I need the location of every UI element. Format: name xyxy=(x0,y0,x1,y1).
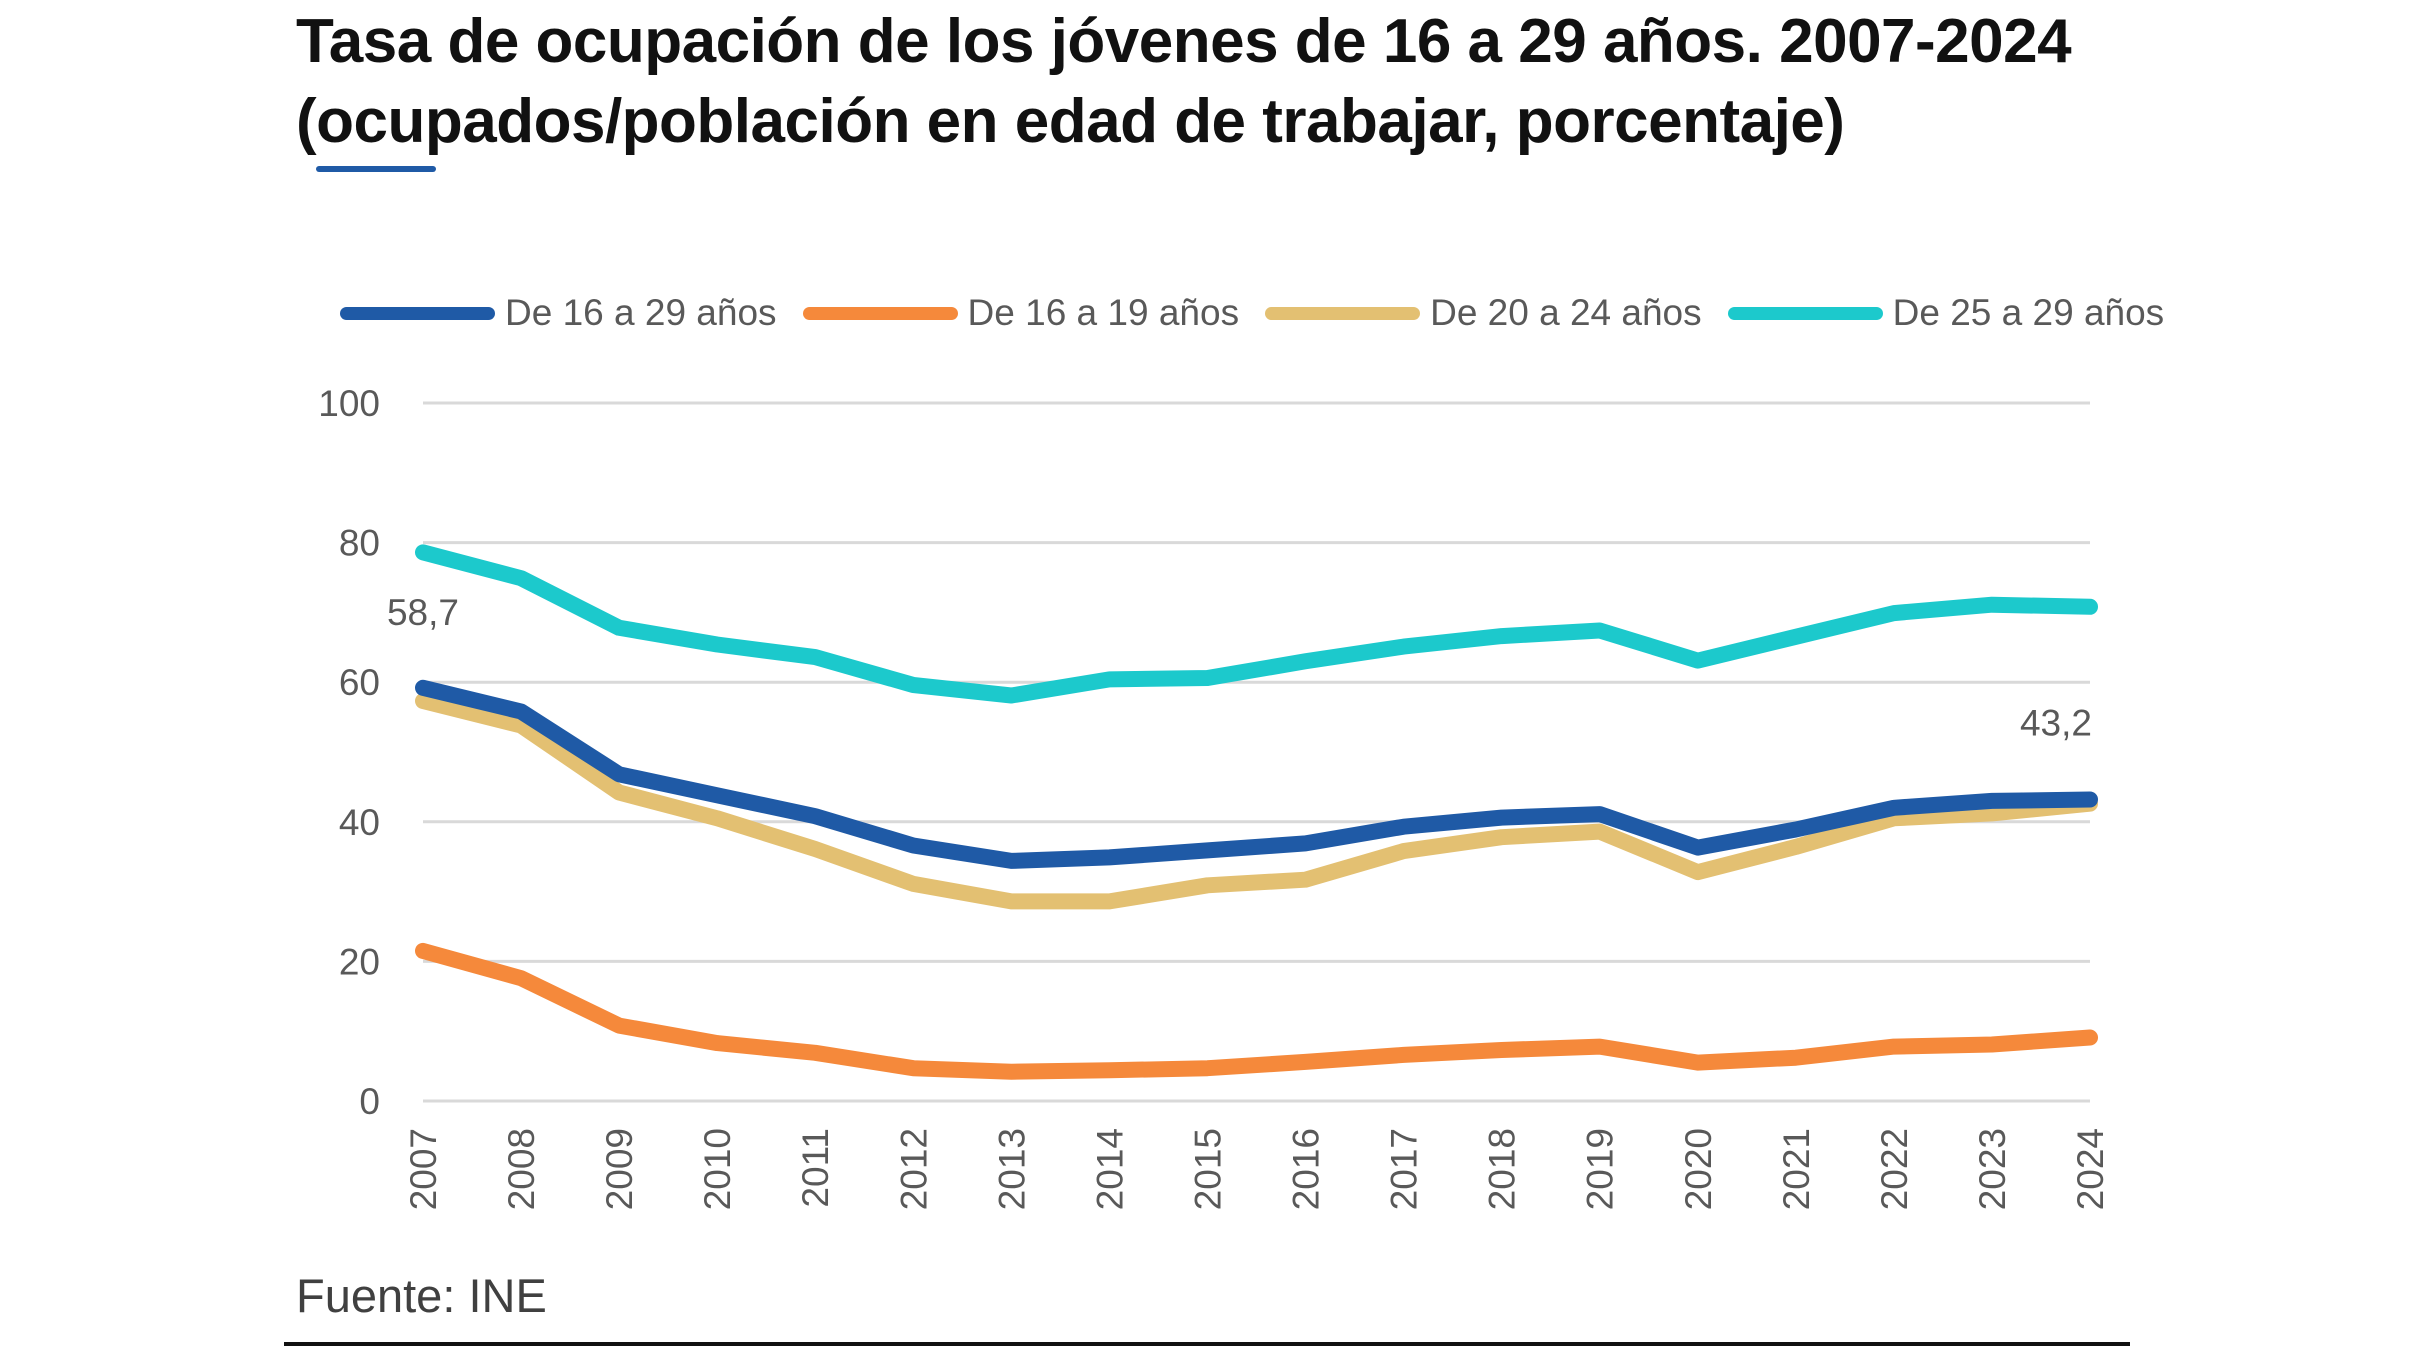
clipped-title-fragment xyxy=(316,164,446,182)
x-tick-label: 2012 xyxy=(893,1128,934,1210)
x-tick-label: 2020 xyxy=(1678,1128,1719,1210)
legend-item-25-29: De 25 a 29 años xyxy=(1727,292,2165,334)
legend-label-25-29: De 25 a 29 años xyxy=(1892,292,2165,333)
y-tick-label: 100 xyxy=(318,383,380,424)
bottom-rule xyxy=(284,1342,2130,1346)
x-tick-label: 2015 xyxy=(1187,1128,1228,1210)
x-tick-label: 2013 xyxy=(991,1128,1032,1210)
x-tick-label: 2009 xyxy=(599,1128,640,1210)
legend-label-16-19: De 16 a 19 años xyxy=(967,292,1240,333)
y-tick-label: 0 xyxy=(359,1081,380,1122)
x-tick-label: 2023 xyxy=(1972,1128,2013,1210)
y-tick-label: 80 xyxy=(339,523,380,564)
data-label: 58,7 xyxy=(387,592,459,633)
x-tick-label: 2016 xyxy=(1286,1128,1327,1210)
data-label: 43,2 xyxy=(2020,702,2092,743)
legend-label-20-24: De 20 a 24 años xyxy=(1430,292,1702,333)
series-line-de-16-a-29-años xyxy=(415,679,2098,869)
x-tick-label: 2007 xyxy=(403,1128,444,1210)
legend-item-20-24: De 20 a 24 años xyxy=(1265,292,1702,334)
series-line-de-20-a-24-años xyxy=(415,693,2098,910)
x-tick-label: 2008 xyxy=(501,1128,542,1210)
legend-swatch-20-24 xyxy=(1265,306,1421,320)
y-tick-label: 40 xyxy=(339,802,380,843)
x-tick-label: 2019 xyxy=(1580,1128,1621,1210)
chart-legend: De 16 a 29 años De 16 a 19 años De 20 a … xyxy=(340,288,2190,338)
x-tick-label: 2018 xyxy=(1482,1128,1523,1210)
legend-swatch-25-29 xyxy=(1727,306,1883,320)
chart-title: Tasa de ocupación de los jóvenes de 16 a… xyxy=(296,7,2072,156)
legend-label-16-29: De 16 a 29 años xyxy=(505,292,777,333)
y-tick-label: 60 xyxy=(339,662,380,703)
y-tick-label: 20 xyxy=(339,941,380,982)
x-tick-label: 2014 xyxy=(1089,1128,1130,1210)
x-tick-label: 2010 xyxy=(697,1128,738,1210)
series-line-de-25-a-29-años xyxy=(415,544,2098,704)
legend-item-16-29: De 16 a 29 años xyxy=(340,292,777,334)
x-tick-label: 2021 xyxy=(1776,1128,1817,1210)
series-line-de-16-a-19-años xyxy=(415,942,2098,1080)
legend-swatch-16-19 xyxy=(802,306,958,320)
x-tick-label: 2022 xyxy=(1874,1128,1915,1210)
x-tick-label: 2017 xyxy=(1384,1128,1425,1210)
legend-swatch-16-29 xyxy=(340,306,495,320)
x-tick-label: 2011 xyxy=(795,1128,836,1208)
legend-item-16-19: De 16 a 19 años xyxy=(802,292,1240,334)
x-tick-label: 2024 xyxy=(2070,1128,2111,1210)
source-note: Fuente: INE xyxy=(296,1269,547,1322)
